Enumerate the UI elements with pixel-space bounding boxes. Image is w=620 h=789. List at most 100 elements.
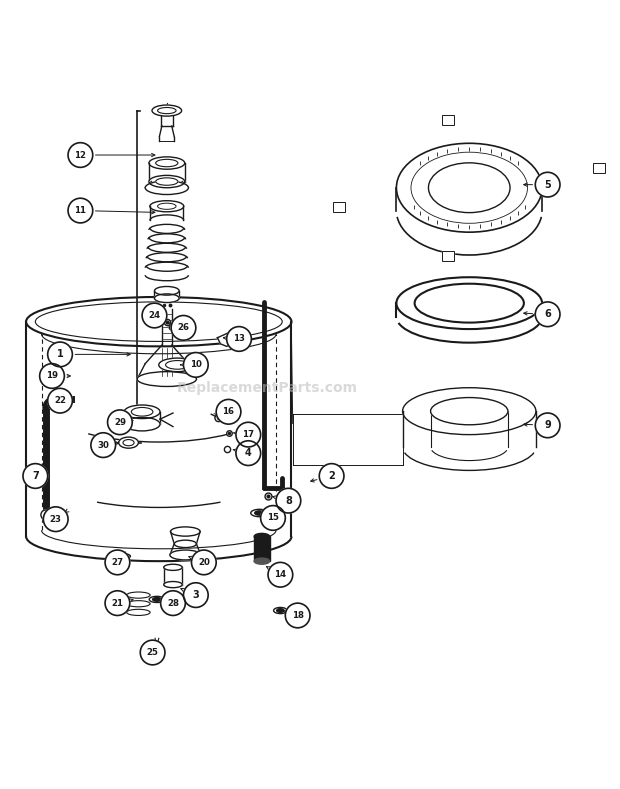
Text: 4: 4 — [245, 448, 252, 458]
Text: 28: 28 — [167, 599, 179, 608]
Circle shape — [48, 388, 73, 413]
Ellipse shape — [157, 107, 176, 114]
Circle shape — [215, 414, 223, 421]
Text: 24: 24 — [148, 311, 161, 320]
Ellipse shape — [159, 358, 196, 372]
Circle shape — [140, 640, 165, 665]
Ellipse shape — [172, 326, 179, 330]
FancyBboxPatch shape — [333, 202, 345, 212]
Circle shape — [535, 172, 560, 197]
Text: 8: 8 — [285, 495, 292, 506]
Circle shape — [285, 603, 310, 628]
Text: 23: 23 — [50, 514, 62, 524]
Ellipse shape — [430, 398, 508, 424]
Ellipse shape — [150, 200, 184, 211]
Circle shape — [41, 510, 51, 520]
Ellipse shape — [123, 439, 134, 446]
Ellipse shape — [35, 302, 282, 342]
Ellipse shape — [120, 555, 127, 558]
Ellipse shape — [26, 297, 291, 346]
Text: 16: 16 — [223, 407, 234, 417]
Polygon shape — [218, 333, 236, 346]
Ellipse shape — [149, 157, 185, 169]
Circle shape — [268, 563, 293, 587]
Text: 6: 6 — [544, 309, 551, 320]
Ellipse shape — [154, 294, 179, 302]
Text: 17: 17 — [242, 430, 254, 439]
Text: 13: 13 — [233, 335, 245, 343]
Text: 15: 15 — [267, 514, 279, 522]
Ellipse shape — [137, 372, 197, 387]
Circle shape — [276, 488, 301, 513]
Ellipse shape — [250, 510, 268, 517]
Ellipse shape — [170, 527, 200, 537]
Ellipse shape — [124, 405, 160, 419]
Ellipse shape — [273, 608, 287, 614]
Ellipse shape — [174, 540, 197, 548]
Ellipse shape — [255, 510, 264, 515]
Text: 30: 30 — [97, 440, 109, 450]
Circle shape — [43, 507, 68, 532]
Ellipse shape — [156, 159, 178, 166]
Ellipse shape — [152, 105, 182, 116]
FancyBboxPatch shape — [593, 163, 605, 173]
Circle shape — [192, 550, 216, 574]
Ellipse shape — [396, 144, 542, 232]
Ellipse shape — [402, 387, 536, 435]
Ellipse shape — [154, 286, 179, 295]
Circle shape — [48, 342, 73, 367]
Text: 9: 9 — [544, 421, 551, 430]
Circle shape — [23, 464, 48, 488]
FancyBboxPatch shape — [442, 114, 454, 125]
Ellipse shape — [170, 550, 201, 560]
FancyBboxPatch shape — [254, 537, 270, 561]
Circle shape — [107, 410, 132, 435]
Ellipse shape — [169, 325, 182, 331]
Ellipse shape — [153, 597, 161, 601]
Ellipse shape — [145, 181, 188, 195]
Ellipse shape — [254, 558, 270, 564]
FancyBboxPatch shape — [442, 251, 454, 260]
Circle shape — [154, 650, 159, 655]
Ellipse shape — [428, 163, 510, 212]
Ellipse shape — [164, 564, 182, 570]
Text: 19: 19 — [46, 372, 58, 380]
Circle shape — [184, 583, 208, 608]
Ellipse shape — [124, 417, 160, 431]
Text: 10: 10 — [190, 361, 202, 369]
Circle shape — [319, 464, 344, 488]
Text: 7: 7 — [32, 471, 38, 481]
Text: 14: 14 — [274, 570, 286, 579]
Circle shape — [68, 143, 93, 167]
Text: 22: 22 — [54, 396, 66, 406]
Circle shape — [236, 422, 260, 447]
Circle shape — [236, 441, 260, 466]
Circle shape — [91, 433, 115, 458]
Text: 1: 1 — [56, 350, 63, 359]
Text: 25: 25 — [147, 648, 159, 657]
Text: ReplacementParts.com: ReplacementParts.com — [176, 381, 357, 395]
Circle shape — [105, 591, 130, 615]
Text: 27: 27 — [112, 558, 123, 567]
Ellipse shape — [157, 203, 176, 209]
Ellipse shape — [126, 600, 150, 607]
Circle shape — [535, 413, 560, 438]
Circle shape — [260, 506, 285, 530]
Text: 11: 11 — [74, 206, 86, 215]
Ellipse shape — [118, 437, 138, 448]
Ellipse shape — [131, 407, 153, 416]
Text: 20: 20 — [198, 558, 210, 567]
Circle shape — [216, 399, 241, 424]
Ellipse shape — [277, 608, 284, 612]
Ellipse shape — [149, 596, 165, 603]
Text: 26: 26 — [177, 323, 190, 332]
Ellipse shape — [149, 175, 185, 188]
Circle shape — [218, 417, 220, 419]
Ellipse shape — [126, 592, 150, 598]
Ellipse shape — [164, 581, 182, 588]
Ellipse shape — [396, 277, 542, 329]
Circle shape — [161, 591, 185, 615]
Ellipse shape — [126, 609, 150, 615]
Circle shape — [68, 198, 93, 223]
Ellipse shape — [156, 178, 178, 185]
